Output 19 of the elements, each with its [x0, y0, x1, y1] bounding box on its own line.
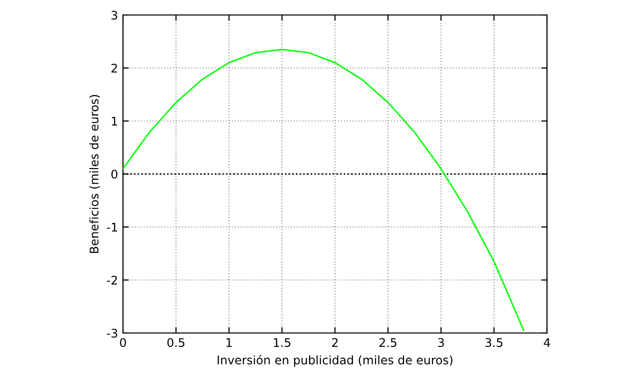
y-tick-label: -1 — [106, 222, 118, 232]
x-axis-title: Inversión en publicidad (miles de euros) — [218, 354, 452, 367]
x-tick-label: 0.5 — [167, 338, 184, 347]
x-tick-label: 1 — [226, 338, 232, 347]
x-tick-label: 4 — [544, 338, 550, 347]
y-tick-label: -2 — [106, 276, 117, 284]
x-tick-label: 2 — [332, 338, 338, 347]
x-tick-label: 0 — [120, 338, 126, 347]
y-tick-label: 3 — [112, 10, 118, 20]
x-tick-label: 3.5 — [486, 338, 502, 347]
x-tick-label: 3 — [438, 338, 444, 347]
x-tick-label: 1.5 — [274, 338, 290, 347]
line-series — [123, 48, 524, 332]
x-tick-label: 2.5 — [379, 338, 396, 347]
y-axis-title: Beneficios (miles de euros) — [89, 94, 100, 253]
y-tick-label: -3 — [106, 328, 118, 338]
y-tick-label: 0 — [111, 170, 118, 179]
y-tick-label: 1 — [112, 116, 118, 126]
y-tick-label: 2 — [111, 64, 117, 72]
